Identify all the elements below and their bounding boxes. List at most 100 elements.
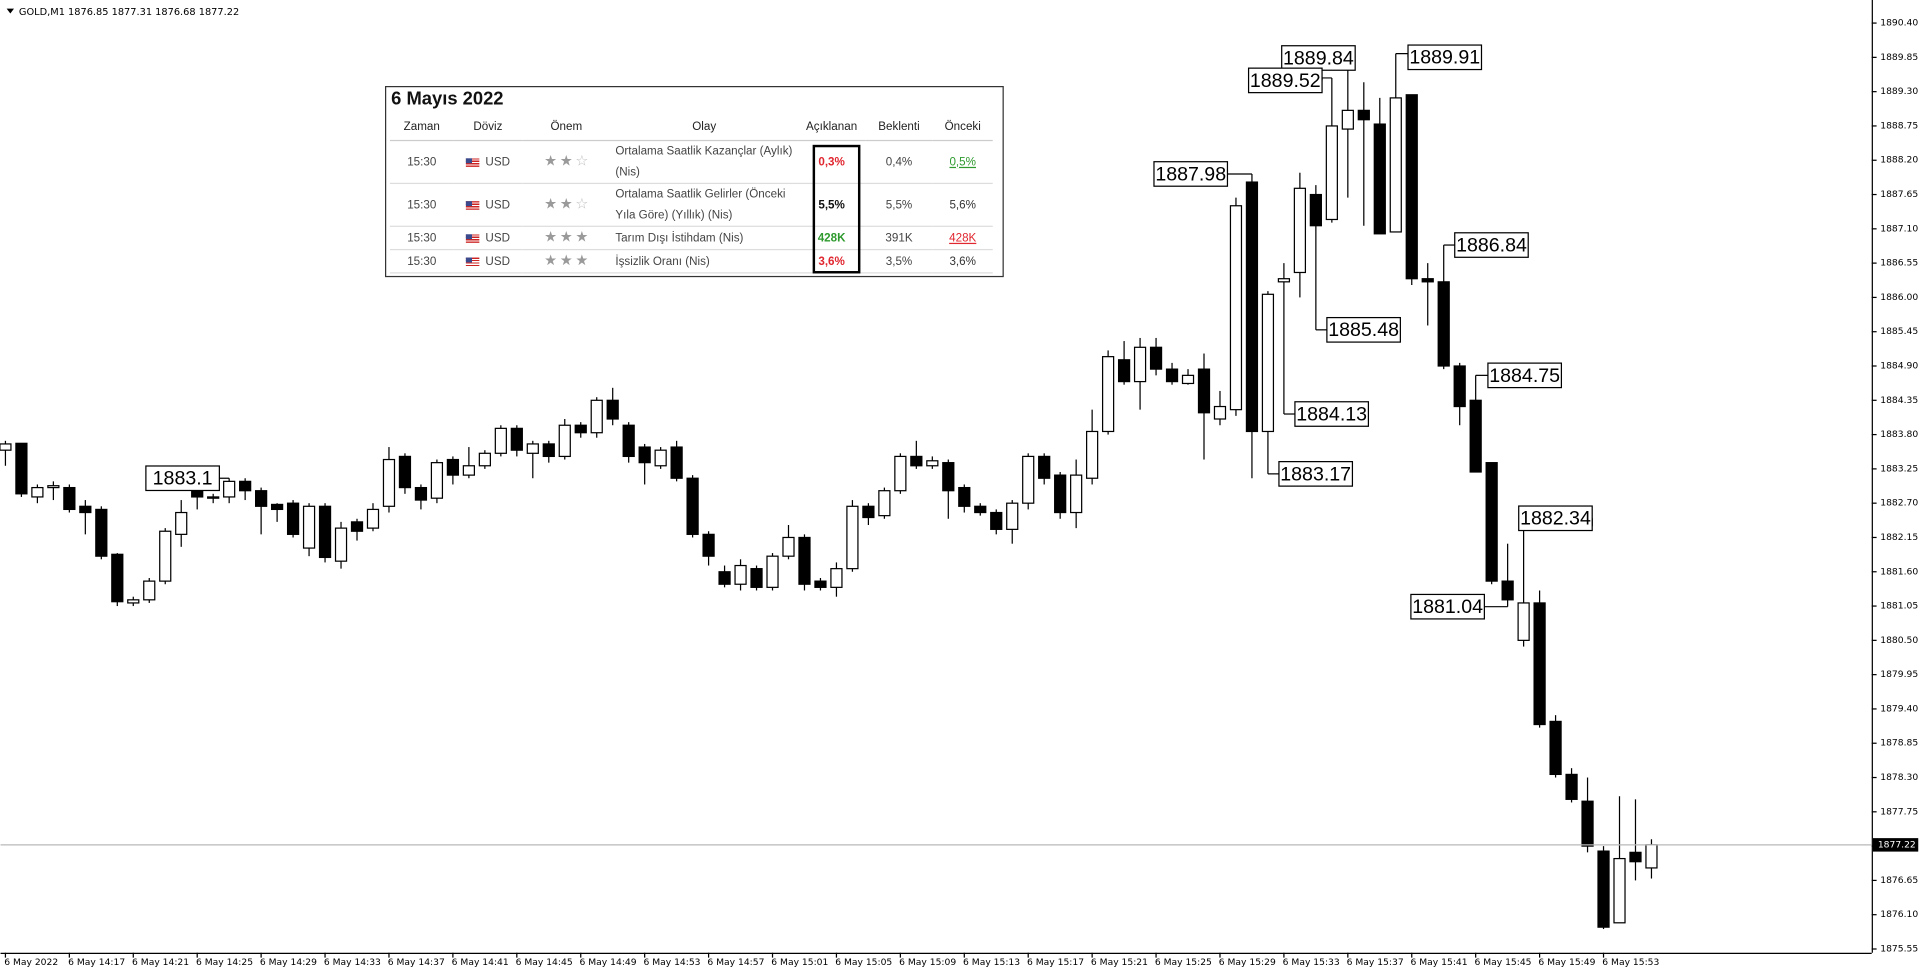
annotation-label: 1889.52 [1250,70,1321,92]
event-row: 15:30 USD ★ ★ ☆ Ortalama Saatlik Kazançlar (A… [389,140,993,184]
current-price-tag [1872,838,1919,852]
candle-body [1389,97,1402,233]
y-tick-label: 1883.25 [1880,463,1918,474]
candle-body [111,553,124,603]
candle-body [1149,346,1163,370]
candle-body [1038,455,1051,479]
x-tick-label: 6 May 15:41 [1411,957,1468,968]
candle-body [1453,365,1466,408]
annotation-label: 1889.91 [1409,47,1480,69]
annotation-box [1294,401,1370,427]
x-tick-label: 6 May 2022 [4,957,58,968]
x-tick-label: 6 May 14:53 [643,957,700,968]
candle-body [654,449,667,467]
importance-stars: ★ ★ ★ [543,228,590,245]
event-time: 15:30 [389,183,454,227]
annotation-box [1454,232,1529,258]
flag-icon [465,157,479,167]
x-tick-label: 6 May 15:53 [1602,957,1659,968]
column-header: Olay [610,112,798,141]
candle-body [1293,187,1307,274]
annotation-box [1518,505,1593,532]
candle-body [1597,850,1610,928]
event-actual: 5,5% [797,183,866,227]
candle-body [638,446,651,464]
candle-body [558,424,571,458]
event-forecast: 3,5% [865,249,933,274]
candle-body [1325,125,1338,221]
candle-body [1133,346,1147,383]
y-tick-label: 1882.15 [1880,532,1918,543]
menu-triangle[interactable] [6,8,15,14]
star: ☆ [575,194,589,213]
candle-body [255,490,268,507]
x-tick-label: 6 May 14:37 [388,957,445,968]
candle-body [478,452,491,467]
event-name: İşsizlik Oranı (Nis) [610,249,798,274]
table-body: 15:30 USD ★ ★ ☆ Ortalama Saatlik Kazançlar (A… [389,140,993,274]
header-row: Zaman Döviz Önem Olay Açıklanan Beklenti Öncek… [389,112,993,141]
y-tick-label: 1878.30 [1880,772,1918,783]
event-time: 15:30 [389,226,454,250]
star: ★ [559,194,573,213]
candle-body [926,460,939,467]
x-tick-label: 6 May 15:45 [1474,957,1531,968]
candle-body [750,568,763,588]
event-name: Tarım Dışı İstihdam (Nis) [610,226,798,250]
candle-body [366,508,380,529]
candle-body [894,455,907,492]
candle-body [974,505,987,514]
candle-body [430,462,444,499]
candle-body [1501,580,1514,601]
annotation-box [1326,316,1401,343]
candle-body [302,505,316,549]
candle-body [1549,720,1562,776]
star: ★ [559,251,573,269]
y-tick-label: 1890.40 [1880,18,1918,29]
y-tick-label: 1884.90 [1880,361,1918,372]
candle-body [846,505,859,570]
annotation-box [1410,593,1485,620]
candle-body [670,446,683,479]
candle-body [1565,773,1578,800]
y-tick-label: 1881.60 [1880,566,1918,577]
flag-icon [465,256,479,266]
y-tick-label: 1886.55 [1880,258,1918,269]
annotation-box [1407,44,1483,71]
candle-body [1070,474,1083,514]
event-row: 15:30 USD ★ ★ ★ İşsizlik Oranı (Nis) 3,6% 3,5% 3… [389,249,993,274]
event-forecast: 391K [865,226,933,250]
x-tick-label: 6 May 14:25 [196,957,253,968]
candle-body [239,480,252,492]
candle-body [1309,193,1322,227]
annotation-label: 1885.48 [1328,319,1399,341]
candle-body [958,486,971,507]
candle-body [542,443,555,458]
x-tick-label: 6 May 14:49 [580,957,637,968]
star: ★ [559,151,573,170]
x-tick-label: 6 May 14:29 [260,957,317,968]
annotation-label: 1886.84 [1456,234,1527,256]
event-previous: 5,6% [932,183,993,227]
candle-body [1437,281,1450,367]
event-importance: ★ ★ ☆ [521,140,611,184]
currency-code: USD [485,254,510,268]
candle-body [350,521,364,532]
column-header: Önem [521,112,611,141]
candle-body [398,455,412,489]
candle-body [270,503,284,511]
candle-body [1373,123,1386,235]
candle-body [63,486,76,511]
candle-body [686,477,699,535]
column-header: Önceki [932,112,993,141]
annotation-label: 1884.75 [1489,365,1560,387]
candle-body [862,505,875,519]
symbol: GOLD,M1 [19,7,65,18]
candle-body [718,571,731,585]
candle-body [702,533,715,557]
candle-body [606,399,619,420]
candle-body [31,486,44,498]
candle-body [622,424,635,458]
